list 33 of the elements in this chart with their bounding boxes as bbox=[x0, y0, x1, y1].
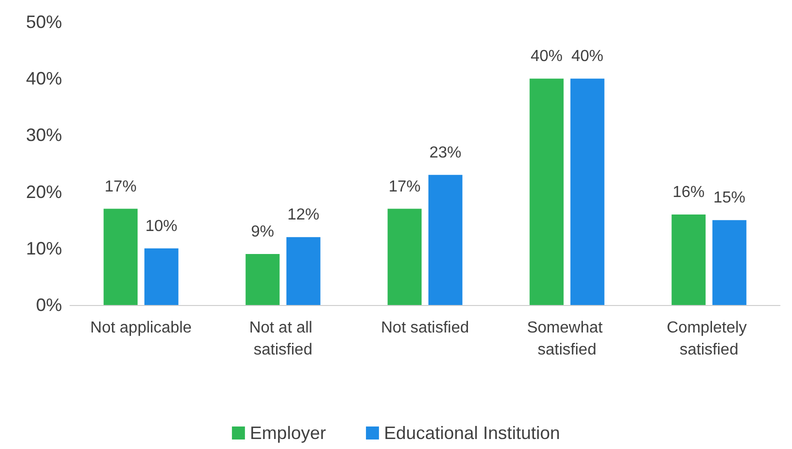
bar bbox=[570, 78, 604, 305]
x-tick-label: Somewhat satisfied bbox=[526, 320, 608, 358]
y-tick-label: 30% bbox=[26, 125, 62, 146]
y-tick-label: 40% bbox=[26, 68, 62, 89]
data-label: 17% bbox=[104, 178, 137, 196]
y-tick-label: 20% bbox=[26, 182, 62, 202]
bar bbox=[428, 174, 462, 305]
bar bbox=[530, 78, 564, 305]
data-label: 40% bbox=[571, 48, 604, 66]
y-tick-label: 0% bbox=[36, 295, 62, 315]
bar bbox=[672, 214, 706, 305]
bar bbox=[712, 220, 746, 305]
data-label: 9% bbox=[251, 224, 274, 241]
data-label: 17% bbox=[388, 178, 421, 196]
bar bbox=[286, 237, 320, 305]
data-label: 40% bbox=[530, 48, 563, 66]
x-tick-label: Not at all satisfied bbox=[249, 320, 317, 358]
data-label: 16% bbox=[672, 184, 705, 201]
x-tick-label: Not satisfied bbox=[380, 320, 470, 336]
legend-label: Educational Institution bbox=[384, 423, 560, 443]
data-label: 15% bbox=[713, 190, 746, 207]
y-tick-label: 50% bbox=[26, 12, 62, 32]
bar bbox=[388, 208, 422, 305]
data-label: 10% bbox=[145, 218, 178, 235]
legend-label: Employer bbox=[250, 423, 326, 443]
data-label: 12% bbox=[287, 206, 320, 224]
bar bbox=[246, 254, 280, 305]
x-tick-label: Completely satisfied bbox=[666, 320, 752, 358]
bar bbox=[144, 248, 178, 305]
data-label: 23% bbox=[429, 144, 462, 162]
y-tick-label: 10% bbox=[26, 238, 62, 258]
x-tick-label: Not applicable bbox=[90, 320, 192, 336]
bar bbox=[104, 208, 138, 305]
